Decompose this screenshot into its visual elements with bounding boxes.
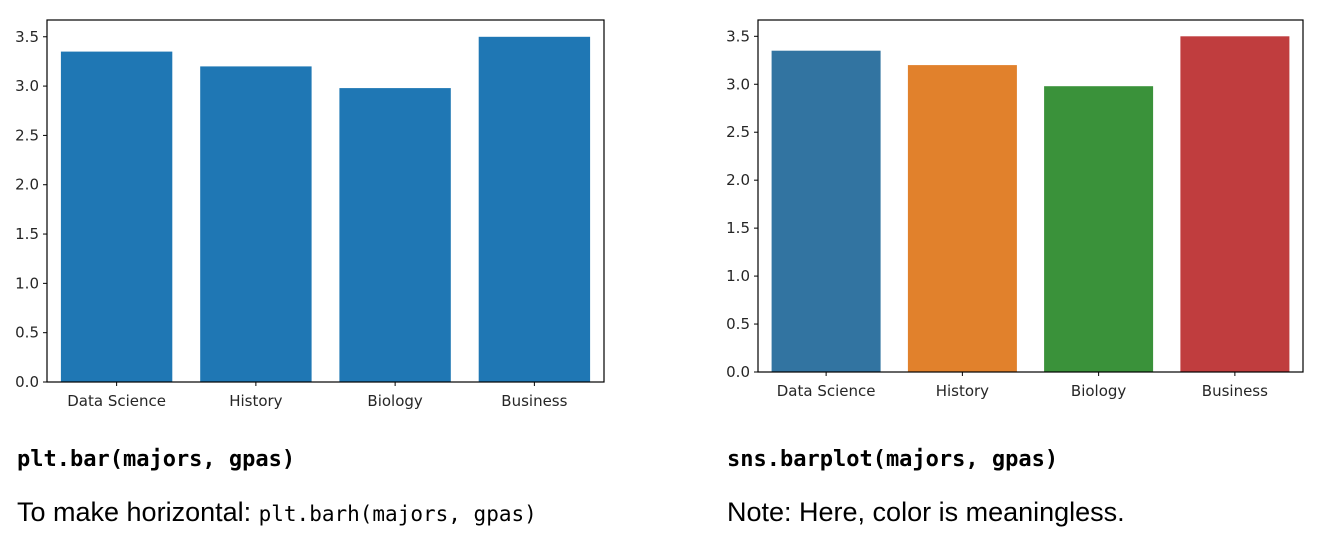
sns-xtick-label: Data Science [777, 382, 876, 400]
plt-ytick-label: 0.5 [15, 324, 39, 342]
plt-ytick-label: 1.0 [15, 274, 39, 292]
sns-bar-business [1180, 36, 1290, 373]
plt-bar-biology [339, 88, 451, 382]
plt-ytick-label: 3.5 [15, 28, 39, 46]
sns-ytick-label: 0.5 [726, 315, 750, 333]
plt-ytick-label: 1.5 [15, 225, 39, 243]
right-note-caption: Note: Here, color is meaningless. [727, 497, 1125, 527]
charts-canvas: 0.0 0.5 1.0 1.5 2.0 2.5 3.0 3.5 Data Science Hist… [15, 19, 1304, 410]
left-code-caption: plt.bar(majors, gpas) [17, 447, 296, 472]
sns-ytick-label: 1.5 [726, 219, 750, 237]
plt-ytick-label: 3.0 [15, 77, 39, 95]
left-note-prefix: To make horizontal: [17, 497, 259, 527]
right-code-caption: sns.barplot(majors, gpas) [727, 447, 1059, 472]
sns-bar-history [907, 65, 1017, 372]
sns-xtick-label: Biology [1071, 382, 1127, 400]
plt-xtick-label: Data Science [67, 392, 166, 410]
sns-axes-frame [757, 19, 1304, 373]
plt-ytick-label: 0.0 [15, 373, 39, 391]
left-note-code: plt.barh(majors, gpas) [258, 502, 537, 526]
plt-bar-data-science [60, 51, 173, 382]
sns-bar-data-science [771, 50, 881, 372]
sns-ytick-label: 3.0 [726, 75, 750, 93]
chart-sns-barplot: 0.0 0.5 1.0 1.5 2.0 2.5 3.0 3.5 Data Science Hist… [726, 19, 1304, 400]
left-note-caption: To make horizontal: plt.barh(majors, gpa… [17, 497, 537, 528]
sns-xtick-label: Business [1202, 382, 1268, 400]
plt-xtick-label: Business [501, 392, 567, 410]
plt-ytick-label: 2.0 [15, 176, 39, 194]
sns-bar-biology [1044, 86, 1154, 372]
sns-xtick-label: History [936, 382, 989, 400]
plt-bar-business [478, 36, 591, 383]
sns-ytick-label: 1.0 [726, 267, 750, 285]
plt-axes-frame [46, 19, 605, 383]
sns-ytick-label: 2.0 [726, 171, 750, 189]
plt-xtick-label: Biology [367, 392, 423, 410]
sns-ytick-label: 3.5 [726, 27, 750, 45]
sns-ytick-label: 0.0 [726, 363, 750, 381]
plt-bar-history [200, 66, 312, 383]
sns-ytick-label: 2.5 [726, 123, 750, 141]
plt-ytick-label: 2.5 [15, 126, 39, 144]
chart-plt-bar: 0.0 0.5 1.0 1.5 2.0 2.5 3.0 3.5 Data Science Hist… [15, 19, 605, 410]
plt-xtick-label: History [229, 392, 282, 410]
